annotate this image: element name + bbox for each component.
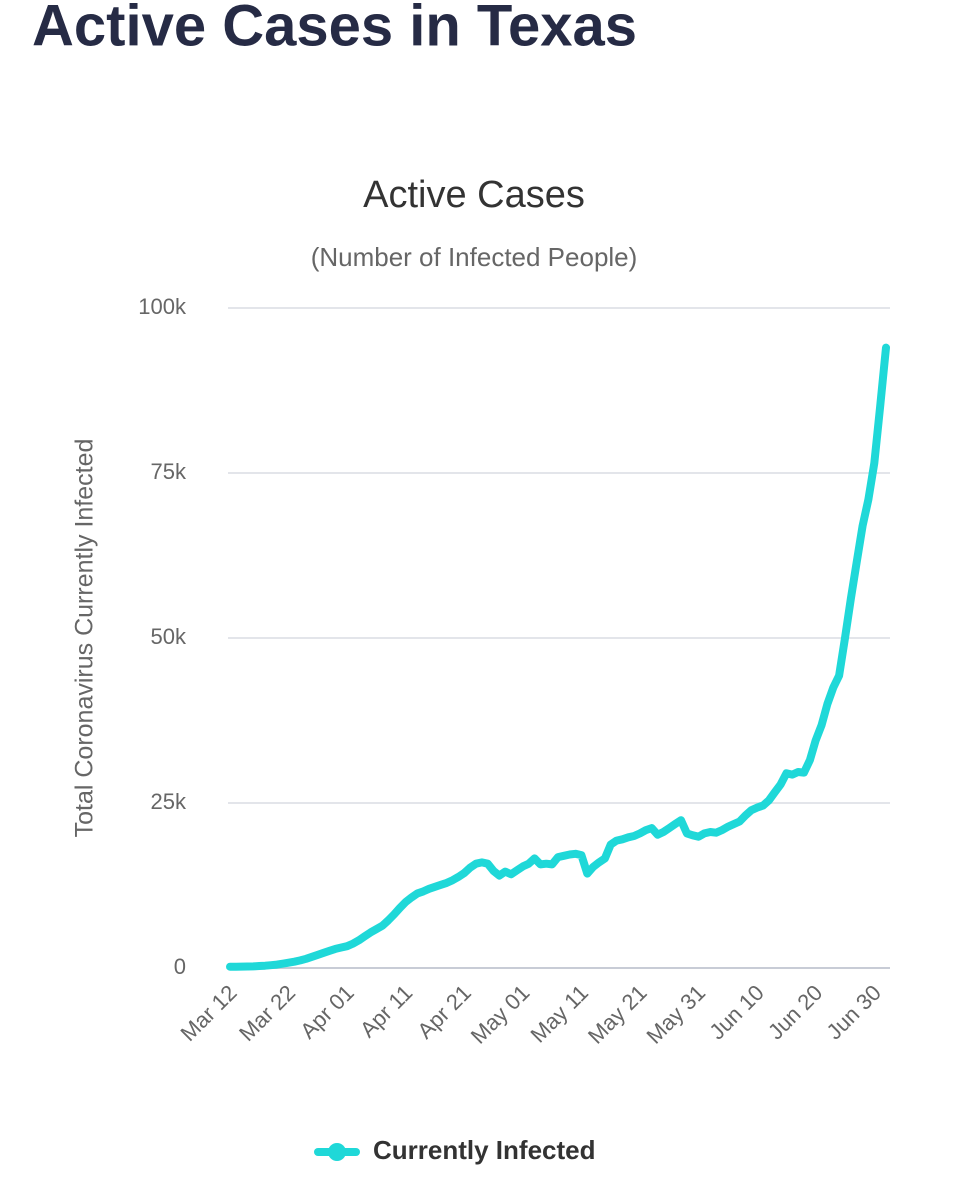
page-title: Active Cases in Texas [32,0,637,58]
y-tick-label: 100k [138,294,187,319]
y-tick-label: 25k [151,789,187,814]
y-tick-label: 50k [151,624,187,649]
chart-subtitle: (Number of Infected People) [311,242,638,272]
chart-title: Active Cases [363,174,585,216]
x-tick-label: May 31 [642,980,711,1049]
x-tick-label: Jun 20 [763,980,827,1044]
x-tick-label: Jun 30 [822,980,886,1044]
x-tick-label: Mar 22 [234,980,300,1046]
y-tick-label: 75k [151,459,187,484]
legend-label: Currently Infected [373,1135,596,1165]
x-tick-label: Apr 11 [355,980,417,1042]
x-tick-label: Apr 21 [412,980,476,1044]
data-line [226,343,890,971]
x-tick-label: Apr 01 [295,980,359,1044]
x-tick-label: Jun 10 [704,980,768,1044]
x-tick-label: Mar 12 [176,980,242,1046]
y-axis-title: Total Coronavirus Currently Infected [71,439,99,838]
x-tick-label: May 11 [526,980,594,1048]
y-tick-label: 0 [174,954,186,979]
x-tick-label: May 01 [466,980,535,1049]
x-tick-label: May 21 [583,980,652,1049]
legend-marker [328,1143,346,1161]
